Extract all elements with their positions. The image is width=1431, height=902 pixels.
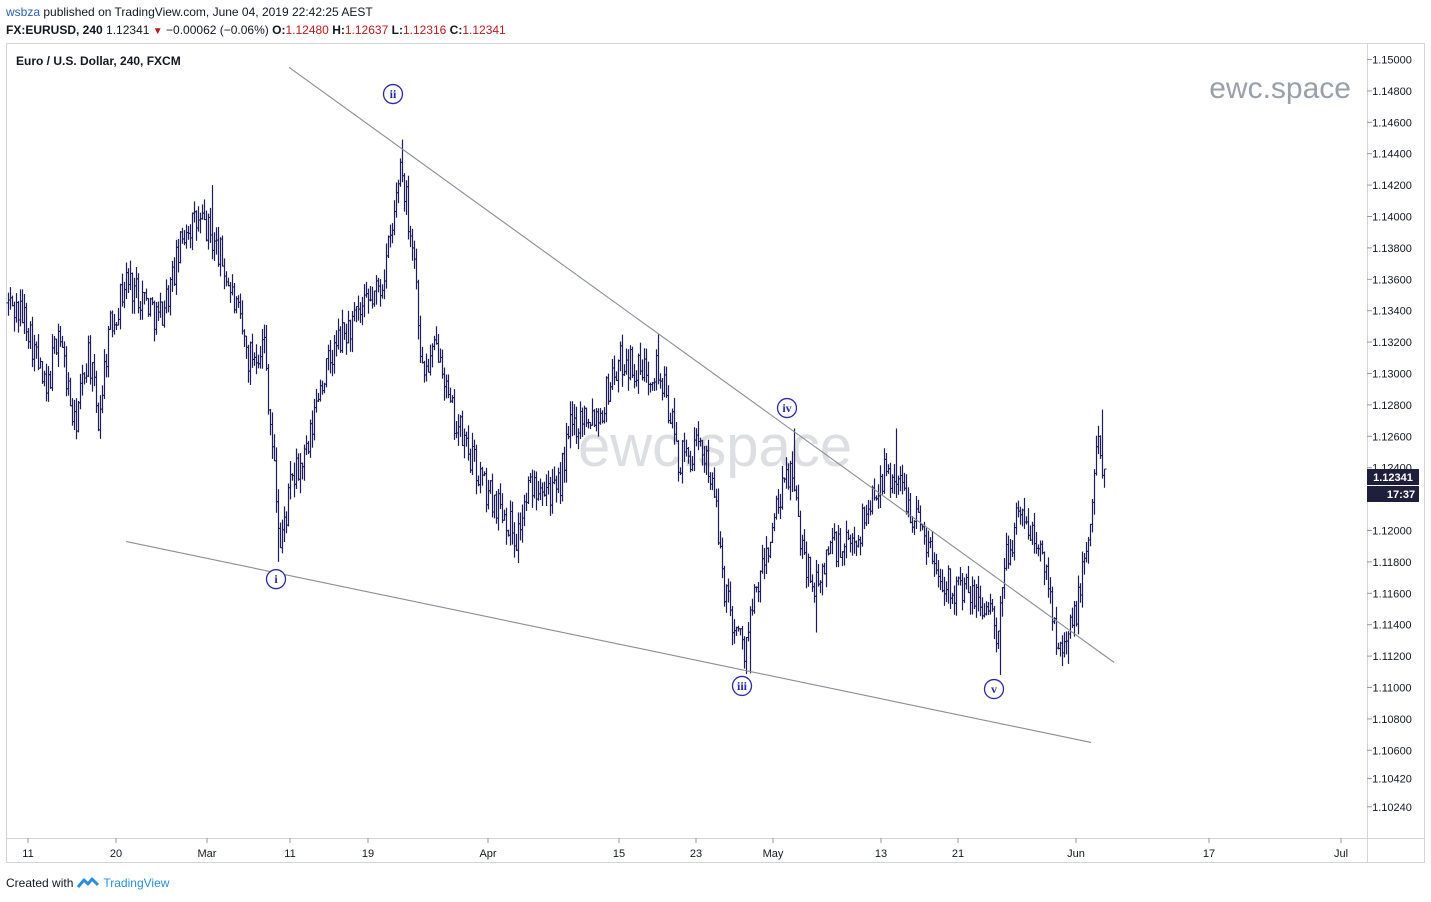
high-value: 1.12637 <box>344 23 389 37</box>
ohlc-series <box>6 139 1107 675</box>
time-tick-label: 15 <box>613 848 625 860</box>
price-tick-label: 1.15000 <box>1372 55 1412 67</box>
price-tick-label: 1.13600 <box>1372 274 1412 286</box>
current-price-tag <box>1367 469 1419 485</box>
created-with-text: Created with <box>6 876 74 890</box>
chart-title: Euro / U.S. Dollar, 240, FXCM <box>16 54 181 68</box>
price-tick-label: 1.10240 <box>1372 802 1412 814</box>
time-tick-label: 11 <box>284 848 295 860</box>
wave-label-text: v <box>991 682 997 696</box>
symbol-info-bar: FX:EURUSD, 240 1.12341 ▼ −0.00062 (−0.06… <box>6 23 506 37</box>
chart-border <box>6 43 1425 863</box>
time-tick-label: 21 <box>952 848 964 860</box>
chart-frame <box>6 43 1425 863</box>
wave-label-circle <box>265 569 287 590</box>
time-tick-label: Jul <box>1334 848 1348 860</box>
price-tick-label: 1.14800 <box>1372 86 1412 98</box>
wave-label-iv[interactable]: iv <box>776 397 798 419</box>
price-tick-label: 1.13800 <box>1372 243 1412 255</box>
price-tick-label: 1.11000 <box>1373 683 1412 695</box>
countdown-tag <box>1367 486 1419 502</box>
price-tick-label: 1.12800 <box>1372 400 1412 412</box>
publish-info: wsbza published on TradingView.com, June… <box>6 5 373 19</box>
tradingview-logo-icon <box>77 877 100 888</box>
wave-label-circle <box>382 83 404 105</box>
low-value: 1.12316 <box>402 23 447 37</box>
symbol-label: FX:EURUSD, 240 <box>6 23 103 37</box>
price-tick-label: 1.14000 <box>1372 212 1412 224</box>
time-tick-label: 13 <box>875 848 887 860</box>
price-tick-label: 1.11800 <box>1373 557 1412 569</box>
wave-label-text: iii <box>737 679 748 693</box>
price-tick-label: 1.12600 <box>1372 431 1412 443</box>
price-change: −0.00062 (−0.06%) <box>166 23 269 37</box>
high-label: H: <box>332 23 345 37</box>
wave-label-i[interactable]: i <box>265 569 287 590</box>
price-tick-label: 1.13000 <box>1372 369 1412 381</box>
price-tick-label: 1.13200 <box>1372 337 1412 349</box>
time-tick-label: 19 <box>362 848 374 860</box>
trendline-lower[interactable] <box>125 540 1092 743</box>
down-arrow-icon: ▼ <box>152 26 163 37</box>
low-label: L: <box>391 23 403 37</box>
price-tick-label: 1.10600 <box>1372 745 1412 757</box>
ohlc-bar <box>266 364 271 415</box>
wave-label-circle <box>731 675 753 697</box>
wave-label-ii[interactable]: ii <box>382 83 404 105</box>
last-price: 1.12341 <box>106 23 150 37</box>
price-tick-label: 1.14200 <box>1372 180 1412 192</box>
price-tick-label: 1.14600 <box>1372 117 1412 129</box>
time-tick-label: 23 <box>690 848 702 860</box>
wave-label-text: iv <box>782 401 791 415</box>
price-axis[interactable]: 1.15000 1.14800 1.14600 1.14400 1.14200 1.140… <box>1367 55 1412 814</box>
price-tick-label: 1.14400 <box>1372 149 1412 161</box>
price-tick-label: 1.11200 <box>1373 651 1412 663</box>
close-label: C: <box>449 23 463 37</box>
time-tick-label: 11 <box>22 848 33 860</box>
time-tick-label: 17 <box>1203 848 1215 860</box>
time-tick-label: 20 <box>110 848 122 860</box>
price-tick-label: 1.10800 <box>1372 714 1412 726</box>
trendline-upper[interactable] <box>288 66 1115 663</box>
published-text: published on TradingView.com, June 04, 2… <box>43 5 373 19</box>
footer: Created with TradingView <box>6 876 169 890</box>
trendlines <box>125 66 1115 743</box>
wave-label-text: ii <box>390 87 397 101</box>
price-tick-label: 1.11400 <box>1373 620 1412 632</box>
price-tags: 1.12341 17:37 <box>1367 469 1419 502</box>
current-price-text: 1.12341 <box>1373 472 1413 484</box>
wave-label-iii[interactable]: iii <box>731 675 753 697</box>
time-tick-label: Jun <box>1067 848 1085 860</box>
price-tick-label: 1.10420 <box>1372 774 1412 786</box>
corner-watermark: ewc.space <box>1209 72 1351 105</box>
time-tick-label: Mar <box>198 848 217 860</box>
close-value: 1.12341 <box>462 23 506 37</box>
price-tick-label: 1.12000 <box>1372 526 1412 538</box>
wave-label-v[interactable]: v <box>983 678 1005 700</box>
time-axis[interactable]: 11 20 Mar 11 19 Apr 15 23 May 13 21 Jun 17 Jul <box>22 838 1348 860</box>
ohlc-bar <box>1102 468 1107 488</box>
tradingview-link[interactable]: TradingView <box>103 876 170 890</box>
price-tick-label: 1.13400 <box>1372 306 1412 318</box>
price-tick-label: 1.11600 <box>1373 588 1412 600</box>
open-value: 1.12480 <box>285 23 329 37</box>
author-link[interactable]: wsbza <box>6 5 41 19</box>
wave-label-circle <box>983 678 1005 700</box>
time-tick-label: May <box>763 848 784 860</box>
open-label: O: <box>272 23 286 37</box>
wave-label-text: i <box>274 572 278 586</box>
time-tick-label: Apr <box>479 848 496 860</box>
countdown-text: 17:37 <box>1387 489 1415 501</box>
wave-label-circle <box>776 397 798 419</box>
